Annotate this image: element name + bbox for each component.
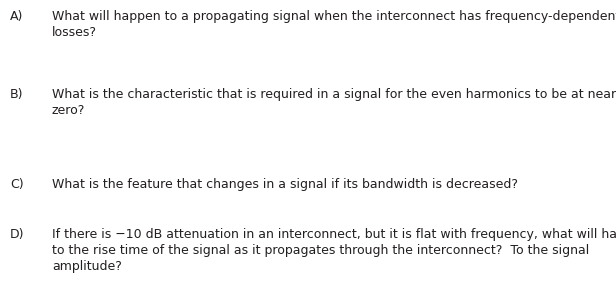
Text: What is the feature that changes in a signal if its bandwidth is decreased?: What is the feature that changes in a si… <box>52 178 518 191</box>
Text: amplitude?: amplitude? <box>52 260 122 273</box>
Text: B): B) <box>10 88 23 101</box>
Text: D): D) <box>10 228 25 241</box>
Text: C): C) <box>10 178 23 191</box>
Text: losses?: losses? <box>52 26 97 39</box>
Text: What will happen to a propagating signal when the interconnect has frequency-dep: What will happen to a propagating signal… <box>52 10 616 23</box>
Text: A): A) <box>10 10 23 23</box>
Text: zero?: zero? <box>52 104 86 117</box>
Text: What is the characteristic that is required in a signal for the even harmonics t: What is the characteristic that is requi… <box>52 88 616 101</box>
Text: If there is −10 dB attenuation in an interconnect, but it is flat with frequency: If there is −10 dB attenuation in an int… <box>52 228 616 241</box>
Text: to the rise time of the signal as it propagates through the interconnect?  To th: to the rise time of the signal as it pro… <box>52 244 590 257</box>
